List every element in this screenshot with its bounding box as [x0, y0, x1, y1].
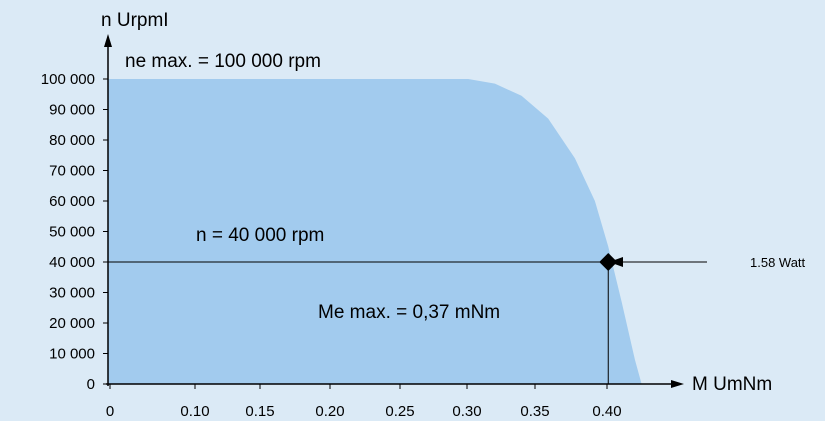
- x-tick-label: 0: [106, 403, 114, 420]
- y-axis-arrow: [104, 34, 112, 47]
- y-axis-ticks: 0 10 000 20 000 30 000 40 000 50 000 60 000 70 …: [41, 71, 108, 393]
- y-tick-label: 80 000: [49, 132, 95, 149]
- y-tick-label: 20 000: [49, 315, 95, 332]
- x-tick-label: 0.30: [452, 403, 481, 420]
- x-tick-label: 0.40: [592, 403, 621, 420]
- x-tick-label: 0.10: [180, 403, 209, 420]
- x-tick-label: 0.35: [520, 403, 549, 420]
- max-speed-annotation: ne max. = 100 000 rpm: [125, 51, 321, 72]
- y-tick-label: 0: [87, 376, 95, 393]
- y-tick-label: 50 000: [49, 224, 95, 241]
- y-tick-label: 60 000: [49, 193, 95, 210]
- power-annotation: 1.58 Watt: [750, 255, 806, 270]
- x-tick-label: 0.15: [245, 403, 274, 420]
- y-tick-label: 100 000: [41, 71, 95, 88]
- x-axis-label: M UmNm: [692, 374, 772, 395]
- y-tick-label: 70 000: [49, 163, 95, 180]
- x-tick-label: 0.20: [315, 403, 344, 420]
- x-tick-label: 0.25: [385, 403, 414, 420]
- speed-annotation: n = 40 000 rpm: [196, 225, 324, 246]
- y-tick-label: 10 000: [49, 346, 95, 363]
- x-axis-arrow: [671, 380, 684, 388]
- y-axis-label: n UrpmI: [101, 10, 169, 31]
- operating-area: [108, 79, 642, 384]
- x-axis-ticks: 0 0.10 0.15 0.20 0.25 0.30 0.35 0.40: [106, 384, 622, 420]
- max-torque-annotation: Me max. = 0,37 mNm: [318, 302, 500, 323]
- power-pointer-arrow: [609, 257, 623, 267]
- y-tick-label: 30 000: [49, 285, 95, 302]
- y-tick-label: 40 000: [49, 254, 95, 271]
- y-tick-label: 90 000: [49, 102, 95, 119]
- operating-point-marker: [599, 253, 618, 271]
